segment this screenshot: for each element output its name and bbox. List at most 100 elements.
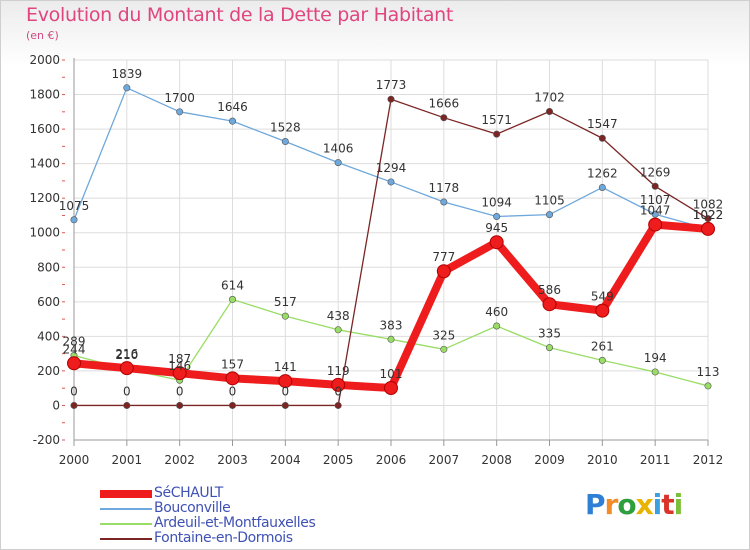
axes: -200020040060080010001200140016001800200… [29, 53, 723, 467]
x-tick-label: 2003 [217, 453, 248, 467]
data-label-fontaine-en-dormois: 0 [229, 384, 237, 398]
data-point-fontaine-en-dormois [704, 215, 712, 223]
logo-letter: r [604, 488, 619, 521]
data-point-s-chault [384, 381, 398, 396]
data-label-ardeuil-et-montfauxelles: 113 [697, 365, 720, 379]
data-label-ardeuil-et-montfauxelles: 210 [115, 348, 138, 362]
logo-letter: i [673, 488, 684, 521]
data-point-bouconville [176, 108, 184, 116]
y-tick-label: 0 [52, 398, 60, 412]
data-point-ardeuil-et-montfauxelles [493, 322, 501, 330]
data-point-s-chault [67, 356, 81, 371]
data-label-bouconville: 1105 [534, 194, 565, 208]
data-point-bouconville [545, 211, 553, 219]
x-tick-label: 2008 [481, 453, 512, 467]
data-label-fontaine-en-dormois: 1666 [429, 97, 460, 111]
y-tick-label: 1000 [29, 226, 60, 240]
data-point-fontaine-en-dormois [598, 134, 606, 142]
x-tick-label: 2011 [640, 453, 671, 467]
data-label-ardeuil-et-montfauxelles: 261 [591, 339, 614, 353]
data-point-fontaine-en-dormois [70, 401, 78, 409]
data-label-s-chault: 945 [485, 221, 508, 235]
data-label-bouconville: 1094 [481, 195, 512, 209]
data-labels: 1075 1839 1700 1646 1528 1406 1294 1178 1094 1105… [59, 67, 724, 399]
series-points [67, 84, 715, 409]
data-label-ardeuil-et-montfauxelles: 194 [644, 351, 667, 365]
y-tick-label: 1200 [29, 191, 60, 205]
data-point-bouconville [334, 159, 342, 167]
legend-swatch-ardeuil [100, 523, 152, 525]
data-point-s-chault [489, 235, 504, 250]
data-label-fontaine-en-dormois: 1082 [693, 198, 724, 212]
data-point-s-chault [436, 264, 451, 279]
data-label-s-chault: 777 [432, 250, 455, 264]
data-label-s-chault: 1047 [640, 204, 671, 218]
data-label-s-chault: 586 [538, 283, 561, 297]
legend-swatch-fontaine [100, 538, 152, 540]
data-label-fontaine-en-dormois: 0 [176, 384, 184, 398]
y-tick-label: 600 [37, 295, 60, 309]
data-point-bouconville [70, 216, 78, 224]
logo-letter: i [652, 488, 663, 521]
legend-label-fontaine: Fontaine-en-Dormois [154, 530, 293, 546]
legend-label-bouconville: Bouconville [154, 500, 231, 516]
data-point-s-chault [542, 297, 557, 312]
y-tick-label: 400 [37, 329, 60, 343]
data-point-bouconville [123, 84, 131, 92]
data-point-ardeuil-et-montfauxelles [387, 335, 395, 343]
data-label-fontaine-en-dormois: 1269 [640, 165, 671, 179]
data-label-fontaine-en-dormois: 1547 [587, 117, 618, 131]
data-label-bouconville: 1262 [587, 166, 618, 180]
data-point-s-chault [331, 377, 346, 392]
x-tick-label: 2004 [270, 453, 301, 467]
data-point-bouconville [387, 178, 395, 186]
data-label-fontaine-en-dormois: 1702 [534, 90, 565, 104]
data-point-s-chault [701, 221, 715, 236]
data-label-fontaine-en-dormois: 0 [70, 384, 78, 398]
x-tick-label: 2000 [59, 453, 90, 467]
data-point-ardeuil-et-montfauxelles [229, 295, 237, 303]
data-label-bouconville: 1294 [376, 161, 407, 175]
data-point-bouconville [229, 117, 237, 125]
data-point-ardeuil-et-montfauxelles [334, 326, 342, 334]
data-point-ardeuil-et-montfauxelles [281, 312, 289, 320]
data-label-fontaine-en-dormois: 0 [282, 384, 290, 398]
data-point-fontaine-en-dormois [176, 401, 184, 409]
data-label-ardeuil-et-montfauxelles: 335 [538, 327, 561, 341]
data-label-fontaine-en-dormois: 1773 [376, 78, 407, 92]
x-tick-label: 2002 [164, 453, 195, 467]
data-label-ardeuil-et-montfauxelles: 517 [274, 295, 297, 309]
x-tick-label: 2005 [323, 453, 354, 467]
proxiti-logo: Proxiti [585, 488, 684, 521]
x-tick-label: 2006 [376, 453, 407, 467]
data-point-fontaine-en-dormois [545, 107, 553, 115]
data-point-s-chault [648, 217, 663, 232]
data-label-s-chault: 1022 [693, 208, 724, 222]
data-point-fontaine-en-dormois [651, 182, 659, 190]
legend-swatch-sechault [100, 490, 152, 498]
legend-label-sechault: SéCHAULT [154, 485, 223, 501]
data-label-ardeuil-et-montfauxelles: 325 [432, 328, 455, 342]
data-point-s-chault [278, 374, 293, 389]
legend-swatch-bouconville [100, 508, 152, 510]
data-point-s-chault [225, 371, 240, 386]
data-point-ardeuil-et-montfauxelles [651, 368, 659, 376]
data-label-s-chault: 244 [63, 342, 86, 356]
data-label-ardeuil-et-montfauxelles: 460 [485, 305, 508, 319]
data-label-ardeuil-et-montfauxelles: 289 [63, 335, 86, 349]
y-tick-label: 200 [37, 364, 60, 378]
y-tick-label: 1800 [29, 88, 60, 102]
logo-letter: x [635, 488, 654, 521]
data-label-fontaine-en-dormois: 0 [123, 384, 131, 398]
data-label-bouconville: 1528 [270, 121, 301, 135]
data-label-bouconville: 1107 [640, 193, 671, 207]
data-label-s-chault: 549 [591, 290, 614, 304]
data-label-bouconville: 1178 [429, 181, 460, 195]
data-label-ardeuil-et-montfauxelles: 146 [168, 359, 191, 373]
data-point-s-chault [595, 303, 610, 318]
chart-title: Evolution du Montant de la Dette par Hab… [26, 4, 454, 26]
data-label-fontaine-en-dormois: 0 [334, 384, 342, 398]
data-label-bouconville: 1075 [59, 199, 90, 213]
logo-letter: o [617, 488, 636, 521]
